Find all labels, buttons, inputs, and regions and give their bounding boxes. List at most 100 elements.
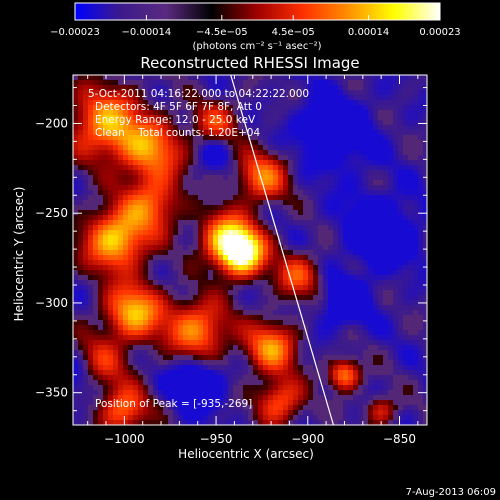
heatmap-cell: [408, 340, 414, 346]
heatmap-cell: [238, 325, 244, 331]
heatmap-cell: [93, 305, 99, 311]
heatmap-cell: [338, 390, 344, 396]
heatmap-cell: [323, 90, 329, 96]
heatmap-cell: [273, 220, 279, 226]
heatmap-cell: [208, 110, 214, 116]
heatmap-cell: [123, 400, 129, 406]
heatmap-cell: [198, 115, 204, 121]
heatmap-cell: [318, 135, 324, 141]
heatmap-cell: [313, 210, 319, 216]
heatmap-cell: [183, 330, 189, 336]
heatmap-cell: [398, 235, 404, 241]
heatmap-cell: [103, 115, 109, 121]
heatmap-cell: [263, 245, 269, 251]
heatmap-cell: [193, 270, 199, 276]
heatmap-cell: [243, 90, 249, 96]
heatmap-cell: [393, 395, 399, 401]
heatmap-cell: [298, 155, 304, 161]
heatmap-cell: [268, 120, 274, 126]
heatmap-cell: [268, 115, 274, 121]
heatmap-cell: [243, 100, 249, 106]
heatmap-cell: [323, 230, 329, 236]
heatmap-cell: [418, 95, 424, 101]
heatmap-cell: [233, 205, 239, 211]
heatmap-cell: [163, 225, 169, 231]
heatmap-cell: [173, 220, 179, 226]
heatmap-cell: [383, 310, 389, 316]
heatmap-cell: [303, 400, 309, 406]
heatmap-cell: [343, 215, 349, 221]
heatmap-cell: [248, 395, 254, 401]
heatmap-cell: [288, 150, 294, 156]
heatmap-cell: [83, 355, 89, 361]
heatmap-cell: [318, 360, 324, 366]
heatmap-cell: [128, 160, 134, 166]
heatmap-cell: [313, 265, 319, 271]
heatmap-cell: [128, 350, 134, 356]
heatmap-cell: [218, 210, 224, 216]
heatmap-cell: [378, 340, 384, 346]
heatmap-cell: [128, 200, 134, 206]
heatmap-cell: [163, 375, 169, 381]
heatmap-cell: [193, 220, 199, 226]
heatmap-cell: [393, 215, 399, 221]
heatmap-cell: [83, 315, 89, 321]
heatmap-cell: [183, 170, 189, 176]
heatmap-cell: [193, 345, 199, 351]
heatmap-cell: [93, 330, 99, 336]
heatmap-cell: [408, 90, 414, 96]
heatmap-cell: [408, 225, 414, 231]
heatmap-cell: [358, 365, 364, 371]
heatmap-cell: [363, 225, 369, 231]
heatmap-cell: [418, 205, 424, 211]
heatmap-cell: [208, 90, 214, 96]
heatmap-cell: [233, 240, 239, 246]
heatmap-cell: [343, 170, 349, 176]
heatmap-cell: [118, 160, 124, 166]
heatmap-cell: [98, 360, 104, 366]
heatmap-cell: [358, 285, 364, 291]
heatmap-cell: [403, 260, 409, 266]
heatmap-cell: [238, 95, 244, 101]
heatmap-cell: [308, 405, 314, 411]
heatmap-cell: [338, 315, 344, 321]
heatmap-cell: [168, 225, 174, 231]
heatmap-cell: [243, 215, 249, 221]
heatmap-cell: [388, 330, 394, 336]
heatmap-cell: [308, 340, 314, 346]
heatmap-cell: [373, 105, 379, 111]
heatmap-cell: [133, 295, 139, 301]
heatmap-cell: [278, 330, 284, 336]
heatmap-cell: [338, 215, 344, 221]
heatmap-cell: [168, 420, 174, 425]
heatmap-cell: [168, 310, 174, 316]
heatmap-cell: [278, 175, 284, 181]
heatmap-cell: [303, 85, 309, 91]
heatmap-cell: [123, 295, 129, 301]
heatmap-cell: [308, 350, 314, 356]
heatmap-cell: [278, 165, 284, 171]
heatmap-cell: [348, 200, 354, 206]
heatmap-cell: [193, 360, 199, 366]
heatmap-cell: [153, 165, 159, 171]
heatmap-cell: [303, 375, 309, 381]
heatmap-cell: [88, 205, 94, 211]
heatmap-cell: [293, 215, 299, 221]
heatmap-cell: [213, 295, 219, 301]
heatmap-cell: [293, 330, 299, 336]
heatmap-cell: [268, 405, 274, 411]
heatmap-cell: [288, 180, 294, 186]
heatmap-cell: [353, 310, 359, 316]
heatmap-cell: [338, 205, 344, 211]
heatmap-cell: [253, 125, 259, 131]
heatmap-cell: [283, 80, 289, 86]
heatmap-cell: [278, 140, 284, 146]
heatmap-cell: [283, 330, 289, 336]
heatmap-cell: [393, 250, 399, 256]
heatmap-cell: [378, 275, 384, 281]
heatmap-cell: [128, 345, 134, 351]
heatmap-cell: [198, 415, 204, 421]
heatmap-cell: [373, 285, 379, 291]
heatmap-cell: [203, 155, 209, 161]
heatmap-cell: [173, 190, 179, 196]
